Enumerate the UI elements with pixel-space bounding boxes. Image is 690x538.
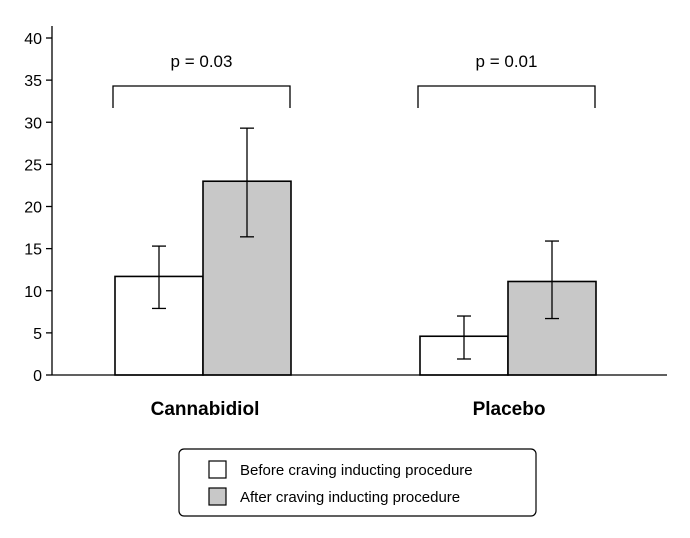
legend-label: Before craving inducting procedure bbox=[240, 462, 473, 479]
significance-bracket bbox=[112, 85, 291, 108]
y-tick-label: 35 bbox=[24, 73, 42, 90]
y-tick-label: 15 bbox=[24, 242, 42, 259]
category-label: Cannabidiol bbox=[151, 399, 260, 420]
p-value-label: p = 0.01 bbox=[476, 52, 538, 71]
y-tick-label: 5 bbox=[33, 326, 42, 343]
legend: Before craving inducting procedure After … bbox=[178, 448, 537, 517]
y-tick-label: 20 bbox=[24, 200, 42, 217]
legend-swatch bbox=[208, 487, 227, 506]
y-tick-label: 0 bbox=[33, 368, 42, 385]
y-tick-label: 30 bbox=[24, 115, 42, 132]
legend-box bbox=[178, 448, 537, 517]
error-bars bbox=[152, 127, 559, 360]
x-axis: Cannabidiol Placebo bbox=[52, 374, 667, 420]
bars bbox=[114, 180, 597, 376]
y-axis: 0 5 10 15 20 25 30 35 40 bbox=[24, 26, 53, 385]
y-tick-label: 10 bbox=[24, 284, 42, 301]
significance-annotations: p = 0.03 p = 0.01 bbox=[112, 52, 596, 108]
legend-swatch bbox=[208, 460, 227, 479]
p-value-label: p = 0.03 bbox=[171, 52, 233, 71]
category-label: Placebo bbox=[473, 399, 546, 420]
significance-bracket bbox=[417, 85, 596, 108]
legend-label: After craving inducting procedure bbox=[240, 489, 460, 506]
y-tick-label: 25 bbox=[24, 157, 42, 174]
y-tick-label: 40 bbox=[24, 31, 42, 48]
